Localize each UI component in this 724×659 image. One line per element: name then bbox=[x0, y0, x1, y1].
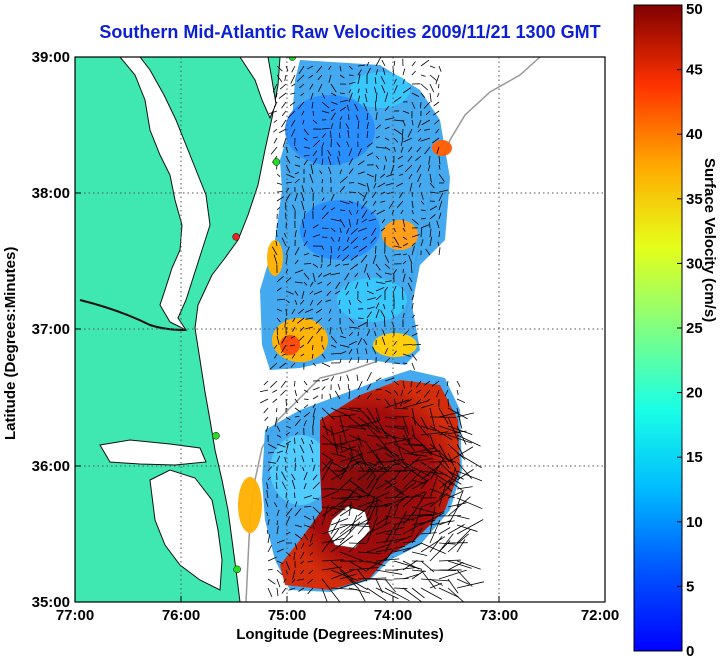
yellow-band bbox=[373, 333, 417, 357]
x-tick-labels: 77:00 76:00 75:00 74:00 73:00 72:00 bbox=[56, 607, 619, 624]
fast-patch-northeast bbox=[432, 140, 452, 156]
colorbar-tick-label: 20 bbox=[686, 385, 703, 402]
map-title: Southern Mid-Atlantic Raw Velocities 200… bbox=[99, 22, 601, 42]
radar-stations bbox=[212, 57, 297, 574]
colorbar-tick-label: 35 bbox=[686, 191, 703, 208]
colorbar-tick-label: 10 bbox=[686, 514, 703, 531]
tick-marks bbox=[75, 192, 500, 602]
fast-patch-cape bbox=[238, 477, 262, 533]
hot-core-south bbox=[280, 335, 300, 355]
colorbar-label: Surface Velocity (cm/s) bbox=[701, 158, 718, 323]
y-tick-label: 38:00 bbox=[32, 185, 70, 202]
colorbar-tick-label: 50 bbox=[686, 1, 703, 18]
grid-lines bbox=[75, 57, 605, 602]
y-tick-labels: 39:00 38:00 37:00 36:00 35:00 bbox=[32, 49, 70, 611]
x-axis-label: Longitude (Degrees:Minutes) bbox=[236, 626, 444, 643]
colorbar-tick-label: 15 bbox=[686, 449, 703, 466]
colorbar-tick-label: 25 bbox=[686, 320, 703, 337]
x-tick-label: 72:00 bbox=[581, 607, 619, 624]
colorbar-tick-label: 30 bbox=[686, 255, 703, 272]
colorbar-ticks: 0 5 10 15 20 25 30 35 40 45 50 bbox=[677, 1, 703, 659]
station-marker bbox=[288, 57, 297, 61]
pamlico-sound bbox=[149, 469, 223, 591]
x-tick-label: 76:00 bbox=[162, 607, 200, 624]
velocity-vectors bbox=[259, 57, 484, 602]
y-axis-label: Latitude (Degrees:Minutes) bbox=[2, 246, 19, 440]
colorbar-tick-label: 5 bbox=[686, 578, 694, 595]
y-tick-label: 36:00 bbox=[32, 458, 70, 475]
station-marker bbox=[212, 432, 220, 440]
station-marker bbox=[233, 565, 241, 574]
y-tick-label: 39:00 bbox=[32, 49, 70, 66]
james-river bbox=[79, 299, 187, 331]
x-tick-label: 74:00 bbox=[374, 607, 412, 624]
colorbar-tick-label: 0 bbox=[686, 643, 694, 659]
x-tick-label: 73:00 bbox=[480, 607, 518, 624]
fast-patch-east bbox=[382, 220, 418, 250]
moderate-band bbox=[337, 278, 407, 322]
station-marker bbox=[232, 233, 240, 241]
colorbar bbox=[633, 4, 683, 652]
colorbar-tick-label: 45 bbox=[686, 62, 703, 79]
flow-band-north bbox=[350, 72, 410, 108]
y-tick-label: 35:00 bbox=[32, 594, 70, 611]
x-tick-label: 75:00 bbox=[268, 607, 306, 624]
station-marker bbox=[272, 158, 281, 166]
y-tick-label: 37:00 bbox=[32, 321, 70, 338]
delaware-bay bbox=[239, 57, 277, 120]
colorbar-tick-label: 40 bbox=[686, 126, 703, 143]
albemarle-sound bbox=[99, 439, 207, 466]
slow-eddy-central bbox=[300, 200, 380, 260]
x-tick-label: 77:00 bbox=[56, 607, 94, 624]
